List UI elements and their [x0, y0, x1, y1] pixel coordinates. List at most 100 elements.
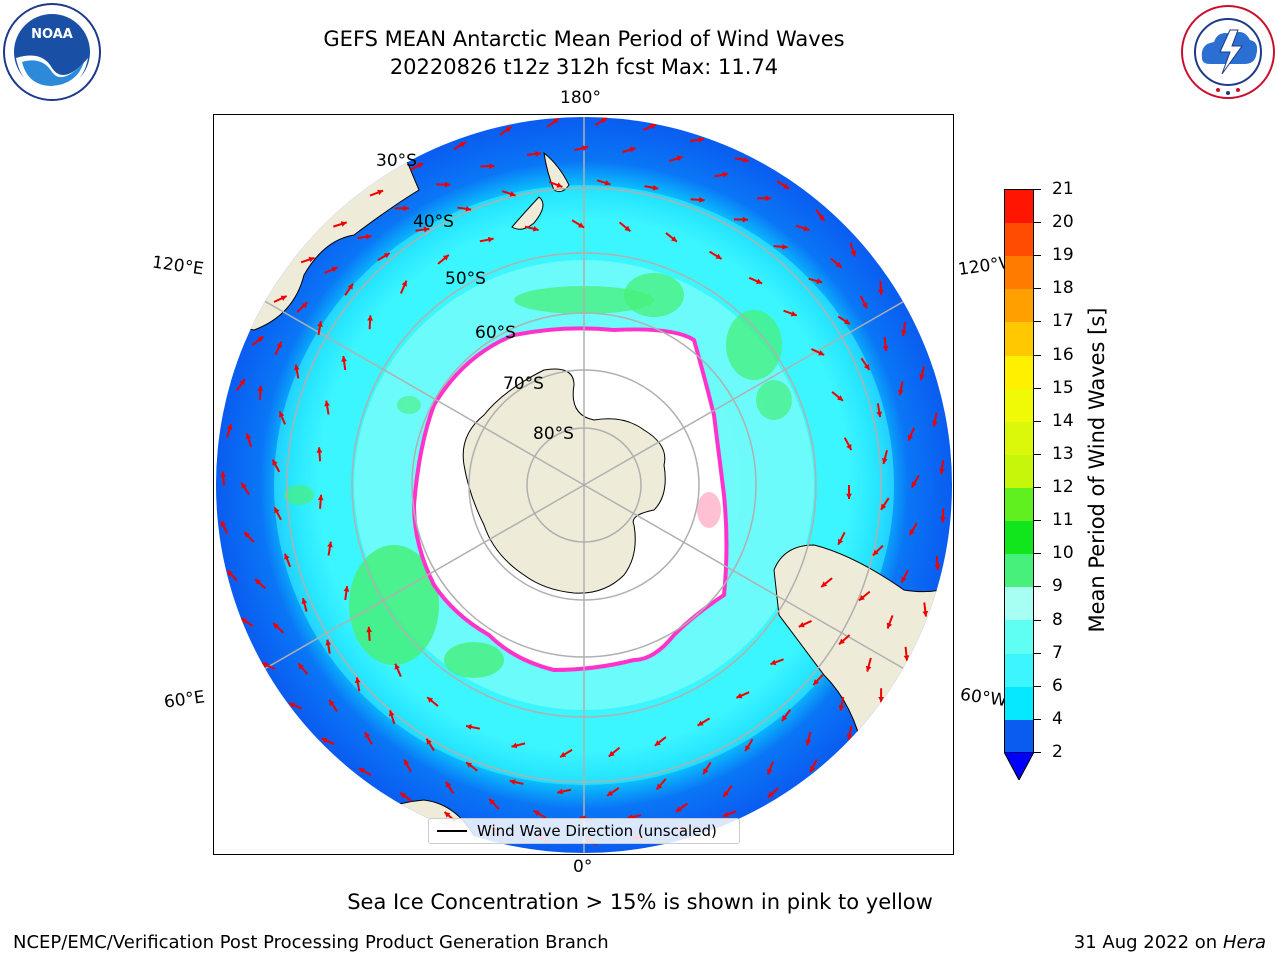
wind-wave-arrowhead	[404, 759, 410, 766]
colorbar-tick-label: 10	[1052, 543, 1074, 564]
colorbar-tick-label: 14	[1052, 410, 1074, 431]
wind-wave-arrowhead	[341, 356, 347, 362]
wind-wave-arrowhead	[608, 750, 615, 757]
wind-wave-arrowhead	[656, 783, 663, 790]
colorbar-tick	[1034, 354, 1041, 356]
colorbar-segment	[1005, 454, 1033, 488]
wind-wave-arrowhead	[466, 724, 472, 730]
wind-wave-arrowhead	[736, 693, 743, 699]
wind-wave-arrowhead	[365, 233, 372, 240]
lat-label-70s: 70°S	[503, 374, 544, 394]
wind-wave-arrowhead	[604, 180, 611, 186]
wind-wave-arrowhead	[835, 261, 842, 268]
noaa-logo-text: NOAA	[31, 27, 73, 42]
wind-wave-arrowhead	[466, 762, 473, 768]
legend-label: Wind Wave Direction (unscaled)	[477, 822, 717, 840]
wind-wave-arrowhead	[535, 150, 541, 157]
wind-wave-arrowhead	[509, 779, 516, 785]
wind-wave-arrowhead	[394, 663, 400, 670]
wind-wave-arrowhead	[872, 549, 879, 556]
wind-wave-arrowhead	[846, 734, 853, 740]
wind-wave-arrowhead	[272, 459, 278, 466]
wind-wave-arrowhead	[743, 157, 749, 163]
wind-wave-arrowhead	[325, 639, 332, 646]
wind-wave-arrowhead	[865, 665, 872, 672]
wind-wave-arrowhead	[903, 655, 910, 661]
colorbar-tick	[1034, 222, 1041, 224]
colorbar-tick-label: 6	[1052, 675, 1063, 696]
wind-wave-arrowhead	[273, 623, 280, 629]
green-patch	[349, 545, 439, 665]
colorbar-tick	[1034, 288, 1041, 290]
wind-wave-arrowhead	[301, 598, 308, 604]
colorbar-under-arrow	[1004, 752, 1034, 780]
wind-wave-arrowhead	[442, 254, 449, 261]
wind-wave-arrowhead	[509, 191, 516, 197]
colorbar-tick	[1034, 586, 1041, 588]
wind-wave-arrowhead	[782, 243, 788, 250]
colorbar-tick	[1034, 387, 1041, 389]
wind-wave-arrowhead	[321, 737, 328, 744]
wind-wave-arrowhead	[715, 253, 722, 259]
lat-label-30s: 30°S	[376, 151, 417, 171]
colorbar-segment	[1005, 521, 1033, 555]
footer-machine: Hera	[1222, 932, 1266, 953]
legend-line-sample	[437, 830, 467, 832]
map-legend: Wind Wave Direction (unscaled)	[428, 818, 740, 844]
colorbar-tick-label: 16	[1052, 344, 1074, 365]
wind-wave-arrowhead	[652, 184, 659, 191]
wind-wave-arrowhead	[366, 626, 372, 633]
wind-wave-arrowhead	[601, 117, 608, 123]
wind-wave-arrowhead	[340, 221, 347, 227]
colorbar-tick-label: 19	[1052, 245, 1074, 266]
wind-wave-arrowhead	[765, 195, 772, 202]
colorbar-segment	[1005, 487, 1033, 522]
colorbar-tick-label: 4	[1052, 708, 1063, 729]
wind-wave-arrowhead	[505, 126, 512, 133]
colorbar-tick-label: 11	[1052, 510, 1074, 531]
wind-wave-arrowhead	[886, 622, 893, 629]
wind-wave-arrowhead	[426, 738, 432, 745]
wind-wave-arrowhead	[675, 806, 682, 812]
nws-logo	[1181, 5, 1275, 99]
wind-wave-arrowhead	[699, 196, 705, 203]
wind-wave-arrowhead	[882, 345, 889, 352]
wind-wave-arrowhead	[317, 321, 323, 327]
wind-wave-arrowhead	[239, 379, 245, 386]
wind-wave-arrowhead	[862, 302, 868, 309]
colorbar-tick-label: 13	[1052, 443, 1074, 464]
wind-wave-arrowhead	[878, 289, 884, 295]
wind-wave-arrowhead	[241, 618, 248, 624]
wind-wave-arrowhead	[343, 586, 350, 592]
wind-wave-arrowhead	[880, 503, 887, 510]
colorbar-segment	[1005, 686, 1033, 720]
lat-label-80s: 80°S	[533, 424, 574, 444]
wind-wave-arrowhead	[939, 468, 945, 475]
wind-wave-arrowhead	[254, 579, 261, 585]
wind-wave-arrowhead	[241, 482, 247, 489]
wind-wave-arrowhead	[400, 792, 407, 799]
footer-date: 31 Aug 2022 on Hera	[1074, 932, 1266, 953]
colorbar-tick	[1034, 652, 1041, 654]
wind-wave-arrowhead	[805, 739, 812, 746]
wind-wave-arrowhead	[624, 225, 631, 232]
wind-wave-arrowhead	[261, 662, 268, 668]
antarctica-land	[462, 368, 666, 594]
wind-wave-arrowhead	[850, 250, 857, 257]
wind-wave-arrowhead	[220, 471, 227, 478]
wind-wave-arrowhead	[901, 576, 907, 583]
wind-wave-arrowhead	[284, 553, 290, 560]
wind-wave-arrowhead	[818, 350, 825, 356]
lon-label-120e: 120°E	[150, 252, 205, 280]
wind-wave-arrowhead	[383, 253, 390, 259]
colorbar-tick-label: 2	[1052, 742, 1063, 762]
wind-wave-arrowhead	[257, 385, 264, 392]
colorbar-tick-label: 18	[1052, 278, 1074, 299]
wind-wave-arrowhead	[803, 225, 810, 232]
wind-wave-arrowhead	[843, 318, 850, 325]
footer-date-text: 31 Aug 2022 on	[1073, 932, 1218, 953]
wind-wave-arrowhead	[227, 570, 234, 577]
colorbar-tick	[1034, 718, 1041, 720]
wind-wave-arrowhead	[445, 781, 452, 788]
lat-label-40s: 40°S	[413, 212, 454, 232]
